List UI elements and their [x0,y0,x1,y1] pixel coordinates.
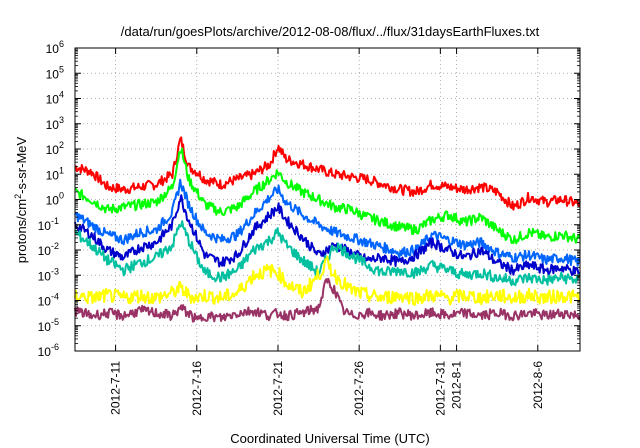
series-line-3 [74,194,581,277]
series-line-5 [74,255,581,306]
y-tick-label-1: 10-5 [38,317,59,334]
y-tick-label-3: 10-3 [38,266,59,283]
x-tick-label-3: 2012-7-26 [352,361,366,416]
series-line-0 [74,136,581,211]
y-tick-label-11: 105 [46,64,64,81]
y-tick-label-12: 106 [46,39,64,56]
series-line-2 [74,178,581,267]
y-tick-label-5: 10-1 [38,216,59,233]
ticks: 10-6 10-5 10-4 10-3 10-2 10-1 100 101 102 103 104 1… [38,39,580,416]
y-tick-label-0: 10-6 [38,342,59,359]
chart-title: /data/run/goesPlots/archive/2012-08-08/f… [121,24,540,39]
y-tick-label-7: 101 [46,165,64,182]
y-tick-label-2: 10-4 [38,292,59,309]
series-line-1 [74,147,581,245]
y-axis-label: protons/cm2-s-sr-MeV [13,136,29,263]
y-tick-label-4: 10-2 [38,241,59,258]
y-axis-label-post: -s-sr-MeV [14,136,29,193]
x-axis-label: Coordinated Universal Time (UTC) [230,431,429,446]
series-line-6 [74,277,581,323]
x-tick-label-5: 2012-8-1 [450,361,464,409]
y-axis-label-sup: 2 [13,194,23,199]
x-tick-label-6: 2012-8-6 [531,361,545,409]
y-tick-label-10: 104 [46,90,64,107]
y-axis-label-pre: protons/cm [14,199,29,263]
x-tick-label-2: 2012-7-21 [271,361,285,416]
y-tick-label-6: 100 [46,191,64,208]
series-layer [74,136,581,323]
x-tick-label-1: 2012-7-16 [190,361,204,416]
x-tick-label-0: 2012-7-11 [109,361,123,415]
x-tick-label-4: 2012-7-31 [433,361,447,416]
y-tick-label-8: 102 [46,140,64,157]
y-tick-label-9: 103 [46,115,64,132]
